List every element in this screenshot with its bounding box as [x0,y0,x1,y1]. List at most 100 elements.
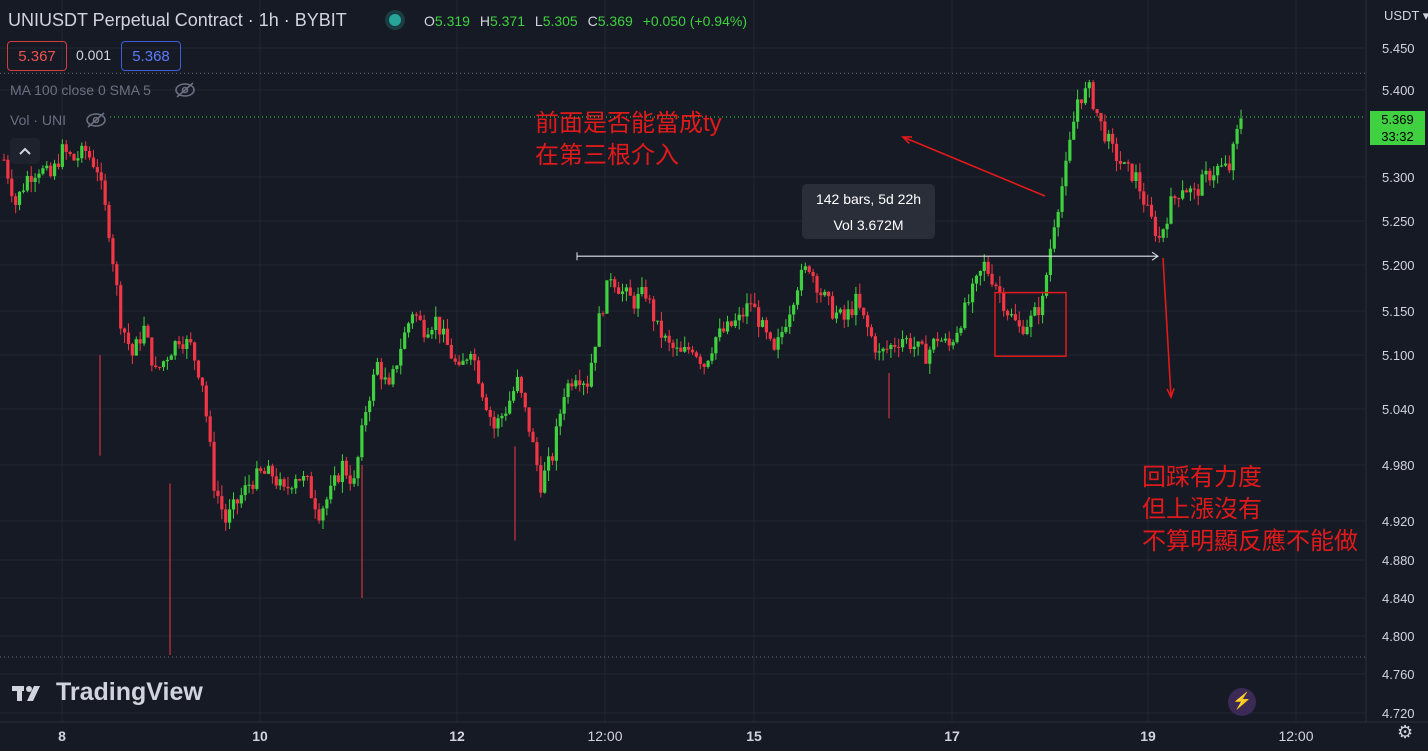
chevron-down-icon: ▾ [1422,8,1428,23]
candle-body [200,377,204,386]
candle-body [714,337,718,354]
candle-body [379,362,383,380]
candle-body [515,376,520,392]
market-open-indicator [389,14,401,26]
candle-body [675,347,679,349]
candle-body [593,346,597,363]
candle-body [1126,162,1130,164]
candle-body [476,360,481,384]
candle-body [465,359,469,361]
candle-body [733,320,737,326]
candle-body [698,356,702,364]
candle-body [636,293,640,309]
tradingview-logo[interactable]: TradingView [12,678,203,707]
candle-body [543,470,547,493]
candle-body [259,468,263,472]
candle-body [1021,326,1025,334]
candle-body [33,177,37,182]
hide-eye-icon[interactable] [174,81,196,99]
candle-body [1235,128,1239,144]
measure-bars: 142 bars, 5d 22h [815,191,922,207]
candle-body [838,309,842,313]
candle-body [617,287,621,294]
lightning-icon[interactable]: ⚡ [1228,688,1256,716]
candle-body [1219,165,1224,167]
candle-body [535,442,539,466]
candle-body [729,321,734,326]
hide-eye-icon[interactable] [85,111,107,129]
ma-indicator-label[interactable]: MA 100 close 0 SMA 5 [10,82,151,98]
candle-body [1009,314,1014,316]
candle-body [597,313,601,347]
price-tick-label: 5.450 [1382,41,1415,56]
candle-body [1029,315,1033,327]
candle-body [749,303,753,305]
candle-body [939,340,944,342]
symbol-title[interactable]: UNIUSDT Perpetual Contract · 1h · BYBIT [8,10,347,30]
candle-body [1122,162,1126,164]
candle-body [683,347,687,352]
candle-body [562,396,566,414]
price-tick-label: 5.250 [1382,214,1415,229]
candle-body [900,339,905,348]
candle-body [251,484,255,489]
candle-body [313,498,317,510]
ohlc-low-key: L [534,13,543,29]
price-tick-label: 4.880 [1382,553,1415,568]
candle-body [1017,320,1021,327]
candle-body [449,344,453,359]
candle-body [45,165,49,169]
candle-body [702,363,706,367]
highlight-box[interactable] [994,291,1067,357]
candle-body [1006,310,1010,316]
candle-body [95,167,99,173]
candle-body [1231,143,1235,171]
time-tick-label: 12:00 [587,728,622,744]
candle-body [877,351,881,353]
candle-body [321,508,325,521]
bar-countdown: 33:32 [1381,129,1414,144]
currency-selector[interactable]: USDT ▾ [1384,8,1428,24]
annotation-arrow-top[interactable] [902,136,1046,197]
candle-body [834,312,839,319]
candle-body [122,328,127,333]
candle-body [624,287,628,292]
candle-body [554,426,558,461]
candle-body [986,261,990,274]
vol-indicator-label[interactable]: Vol · UNI [10,112,67,128]
candle-body [1142,191,1146,205]
settings-gear-icon[interactable]: ⚙ [1397,722,1414,742]
candle-body [457,361,461,365]
candle-body [531,431,535,443]
candle-body [434,316,438,330]
annotation-arrow-down[interactable] [1162,257,1172,398]
collapse-legend-button[interactable] [10,138,40,164]
ohlc-open-value: 5.319 [434,13,470,29]
candle-body [725,321,730,332]
candle-body [943,338,947,341]
candle-body [383,377,387,380]
candle-body [920,341,924,344]
buy-price-button[interactable]: 5.368 [121,41,181,71]
candle-body [1223,163,1228,166]
candle-body [1196,189,1200,196]
candle-body [169,355,173,360]
candle-body [228,509,232,523]
candle-body [1033,307,1037,316]
candle-body [21,190,26,192]
candle-body [1099,113,1103,122]
candle-body [196,360,201,378]
candle-body [496,418,500,429]
candle-body [340,460,345,483]
chevron-up-icon [19,147,31,155]
candle-body [1204,170,1208,175]
candle-body [461,360,465,365]
ohlc-high-key: H [479,13,490,29]
sell-price-button[interactable]: 5.367 [7,41,67,71]
candle-body [508,400,512,414]
candle-body [352,478,356,484]
candle-body [391,369,395,385]
candle-body [336,475,341,483]
candle-body [881,348,885,352]
